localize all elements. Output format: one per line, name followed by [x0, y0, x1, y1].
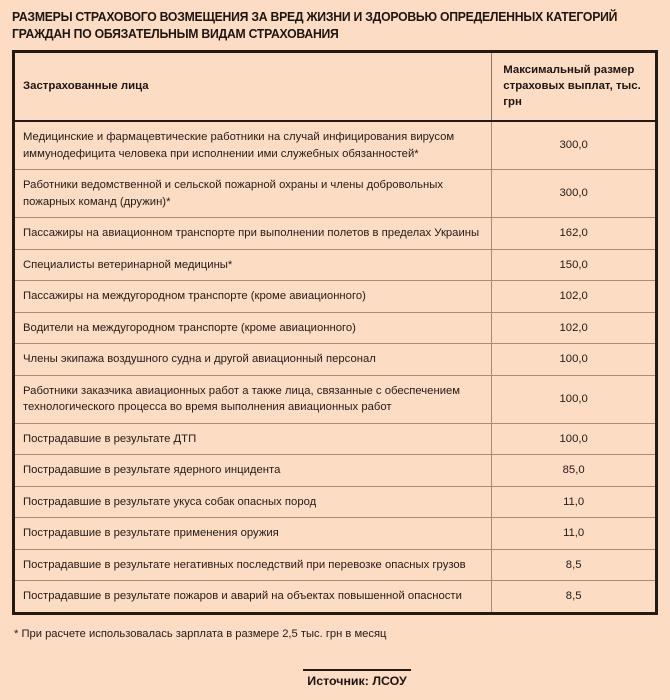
row-value: 11,0 [491, 486, 655, 518]
table-row: Работники заказчика авиационных работ а … [15, 375, 655, 424]
table-row: Пассажиры на авиационном транспорте при … [15, 217, 655, 250]
table-row: Медицинские и фармацевтические работники… [15, 121, 655, 170]
row-value: 8,5 [491, 580, 655, 612]
column-header-max-payout-line1: Максимальный размер [503, 64, 635, 76]
table-row: Пассажиры на междугородном транспорте (к… [15, 280, 655, 313]
insurance-table-container: Застрахованные лица Максимальный размер … [12, 50, 658, 615]
source-label: Источник: ЛСОУ [307, 674, 407, 688]
row-label: Пострадавшие в результате негативных пос… [15, 549, 492, 581]
row-value: 300,0 [491, 169, 655, 218]
table-header-row: Застрахованные лица Максимальный размер … [15, 53, 655, 122]
row-label: Пострадавшие в результате ядерного инцид… [15, 454, 492, 487]
source-block: Источник: ЛСОУ [12, 669, 658, 688]
row-label: Члены экипажа воздушного судна и другой … [15, 343, 492, 376]
table-row: Пострадавшие в результате применения ору… [15, 517, 655, 550]
row-value: 162,0 [491, 217, 655, 250]
table-row: Пострадавшие в результате укуса собак оп… [15, 486, 655, 518]
column-header-max-payout-line2: страховых выплат, тыс. грн [503, 80, 641, 108]
table-row: Работники ведомственной и сельской пожар… [15, 169, 655, 218]
footnote: * При расчете использовалась зарплата в … [14, 627, 387, 640]
table-row: Специалисты ветеринарной медицины* 150,0 [15, 249, 655, 281]
row-value: 8,5 [491, 549, 655, 581]
row-value: 150,0 [491, 249, 655, 281]
row-label: Пассажиры на междугородном транспорте (к… [15, 280, 492, 313]
row-label: Пассажиры на авиационном транспорте при … [15, 217, 492, 250]
row-value: 102,0 [491, 280, 655, 313]
table-row: Пострадавшие в результате ДТП 100,0 [15, 423, 655, 455]
row-value: 100,0 [491, 423, 655, 455]
column-header-max-payout: Максимальный размер страховых выплат, ты… [491, 53, 655, 122]
table-row: Водители на междугородном транспорте (кр… [15, 312, 655, 344]
table-row: Пострадавшие в результате негативных пос… [15, 549, 655, 581]
insurance-table: Застрахованные лица Максимальный размер … [15, 53, 655, 612]
row-label: Водители на междугородном транспорте (кр… [15, 312, 492, 344]
page-title: РАЗМЕРЫ СТРАХОВОГО ВОЗМЕЩЕНИЯ ЗА ВРЕД ЖИ… [12, 10, 618, 41]
table-header: Застрахованные лица Максимальный размер … [15, 53, 655, 122]
source-inner: Источник: ЛСОУ [303, 669, 411, 688]
column-header-insured-persons: Застрахованные лица [15, 53, 492, 122]
row-label: Пострадавшие в результате пожаров и авар… [23, 590, 462, 602]
source-divider [303, 669, 411, 671]
row-label: Пострадавшие в результате ДТП [15, 423, 492, 455]
row-value: 102,0 [491, 312, 655, 344]
table-body: Медицинские и фармацевтические работники… [15, 121, 655, 612]
row-value: 100,0 [491, 343, 655, 376]
row-value: 300,0 [491, 121, 655, 170]
table-row: Пострадавшие в результате пожаров и авар… [15, 580, 655, 612]
row-value: 11,0 [491, 517, 655, 550]
row-label: Медицинские и фармацевтические работники… [15, 121, 492, 170]
row-value: 100,0 [491, 375, 655, 424]
row-label: Пострадавшие в результате применения ору… [15, 517, 492, 550]
row-label: Работники заказчика авиационных работ а … [15, 375, 492, 424]
table-row: Члены экипажа воздушного судна и другой … [15, 343, 655, 376]
row-label: Пострадавшие в результате укуса собак оп… [15, 486, 492, 518]
row-label: Работники ведомственной и сельской пожар… [15, 169, 492, 218]
row-value: 85,0 [491, 454, 655, 487]
row-label: Специалисты ветеринарной медицины* [15, 249, 492, 281]
table-row: Пострадавшие в результате ядерного инцид… [15, 454, 655, 487]
